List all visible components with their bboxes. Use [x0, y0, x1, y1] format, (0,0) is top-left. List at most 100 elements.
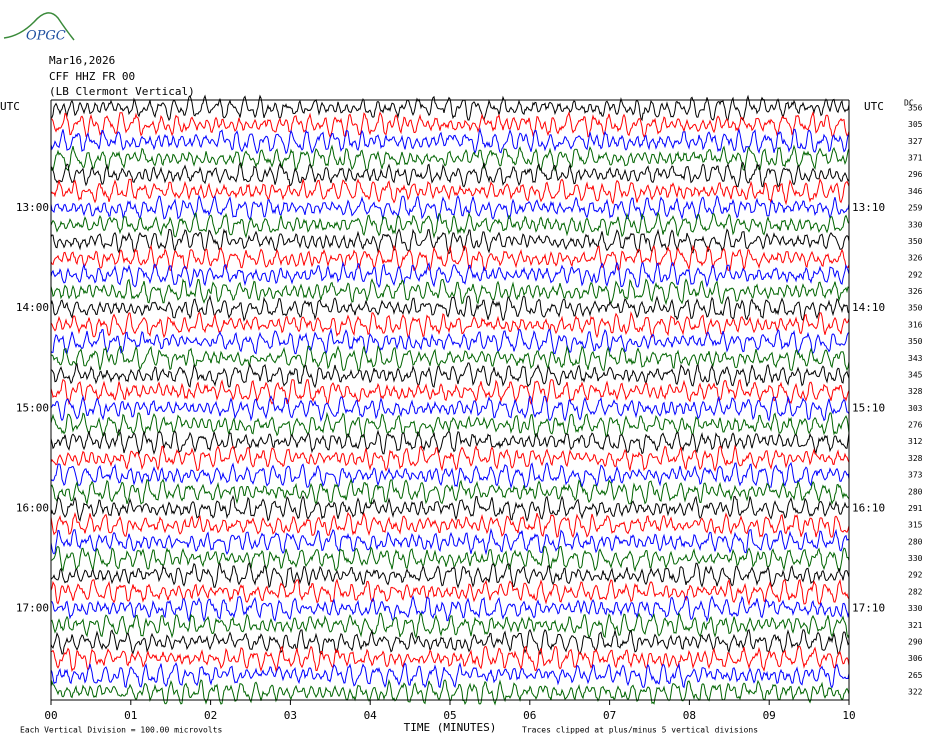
trace [50, 378, 850, 406]
x-tick-label: 01 [124, 709, 137, 722]
dc-value: 312 [908, 437, 923, 446]
traces [50, 94, 850, 706]
dc-value: 280 [908, 487, 923, 496]
dc-value: 291 [908, 504, 923, 513]
dc-value: 303 [908, 404, 923, 413]
dc-value: 292 [908, 571, 923, 580]
x-tick-label: 03 [284, 709, 297, 722]
dc-value: 350 [908, 337, 923, 346]
dc-value: 356 [908, 104, 923, 113]
trace [50, 194, 850, 222]
dc-value: 321 [908, 621, 923, 630]
trace [50, 144, 850, 173]
right-axis-label: UTC [864, 100, 884, 113]
dc-value: 296 [908, 170, 923, 179]
dc-value: 322 [908, 688, 923, 697]
left-time-label: 15:00 [16, 401, 49, 414]
trace [50, 444, 850, 472]
trace [50, 395, 850, 423]
dc-value: 343 [908, 354, 923, 363]
dc-value: 305 [908, 120, 923, 129]
dc-value: 292 [908, 270, 923, 279]
dc-value: 326 [908, 254, 923, 263]
x-tick-label: 10 [842, 709, 855, 722]
footer-right: Traces clipped at plus/minus 5 vertical … [522, 726, 758, 735]
trace [50, 595, 850, 623]
trace [50, 645, 850, 673]
x-tick-label: 00 [44, 709, 57, 722]
x-tick-label: 02 [204, 709, 217, 722]
trace [50, 411, 850, 439]
trace [50, 478, 850, 506]
right-time-label: 15:10 [852, 401, 885, 414]
trace [50, 562, 850, 589]
trace [50, 228, 850, 255]
dc-value: 259 [908, 204, 923, 213]
dc-value: 326 [908, 287, 923, 296]
trace [50, 611, 850, 639]
trace [50, 545, 850, 573]
right-time-label: 14:10 [852, 301, 885, 314]
dc-value: 328 [908, 454, 923, 463]
trace [50, 494, 850, 522]
x-tick-label: 09 [763, 709, 776, 722]
dc-value: 346 [908, 187, 923, 196]
dc-value: 265 [908, 671, 923, 680]
trace [50, 511, 850, 539]
dc-value: 316 [908, 320, 923, 329]
dc-value: 280 [908, 537, 923, 546]
right-time-label: 17:10 [852, 602, 885, 615]
trace [50, 311, 850, 339]
x-tick-label: 04 [364, 709, 378, 722]
header-date: Mar16,2026 [49, 54, 115, 67]
dc-value: 330 [908, 220, 923, 229]
trace [50, 177, 850, 206]
dc-value: 371 [908, 154, 923, 163]
dc-value: 276 [908, 421, 923, 430]
trace [50, 345, 850, 372]
trace [50, 428, 850, 456]
x-axis-label: TIME (MINUTES) [404, 721, 497, 734]
x-tick-label: 07 [603, 709, 616, 722]
trace [50, 362, 850, 389]
x-tick-label: 06 [523, 709, 536, 722]
dc-value: 373 [908, 471, 923, 480]
x-tick-label: 08 [683, 709, 696, 722]
left-time-label: 13:00 [16, 201, 49, 214]
header-station: CFF HHZ FR 00 [49, 70, 135, 83]
dc-value: 330 [908, 554, 923, 563]
left-axis-label: UTC [0, 100, 20, 113]
left-time-label: 14:00 [16, 301, 49, 314]
trace [50, 628, 850, 656]
trace [50, 527, 850, 556]
left-time-label: 17:00 [16, 602, 49, 615]
dc-value: 350 [908, 237, 923, 246]
trace [50, 662, 850, 689]
trace [50, 294, 850, 322]
footer-left: Each Vertical Division = 100.00 microvol… [20, 726, 222, 735]
trace [50, 260, 850, 289]
trace [50, 244, 850, 271]
trace [50, 211, 850, 239]
dc-value: 290 [908, 637, 923, 646]
right-time-label: 13:10 [852, 201, 885, 214]
trace [50, 162, 850, 188]
x-tick-label: 05 [443, 709, 456, 722]
dc-value: 350 [908, 304, 923, 313]
dc-value: 345 [908, 370, 923, 379]
dc-value: 328 [908, 387, 923, 396]
left-time-label: 16:00 [16, 501, 49, 514]
dc-value: 315 [908, 521, 923, 530]
dc-value: 330 [908, 604, 923, 613]
trace [50, 327, 850, 355]
logo-arc [3, 12, 75, 41]
logo: OPGC [26, 29, 66, 44]
dc-value: 282 [908, 587, 923, 596]
header-location: (LB Clermont Vertical) [49, 85, 195, 98]
trace [50, 278, 850, 306]
trace [50, 110, 850, 139]
trace [50, 94, 850, 122]
right-time-label: 16:10 [852, 501, 885, 514]
trace [50, 578, 850, 606]
